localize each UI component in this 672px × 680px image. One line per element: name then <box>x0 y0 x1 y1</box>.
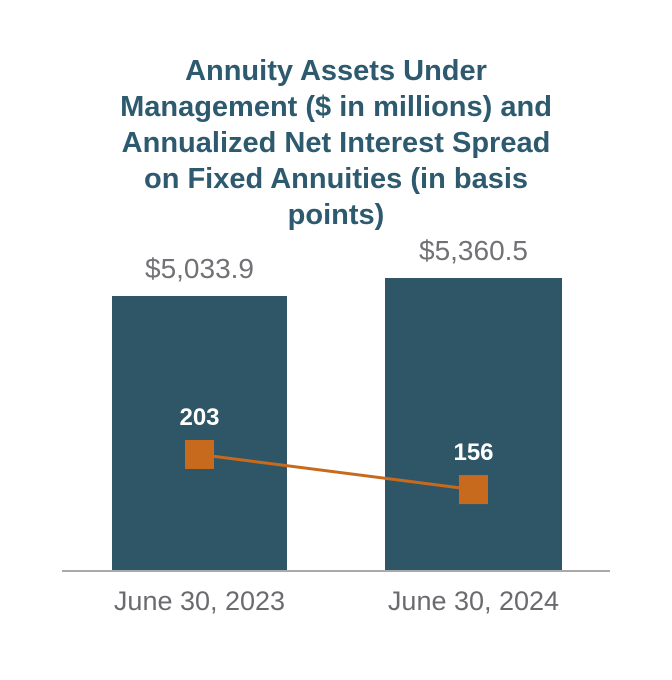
bar-june-2023 <box>112 296 287 571</box>
chart-title-line-3: Annualized Net Interest Spread <box>121 127 551 159</box>
x-axis-label-2023: June 30, 2023 <box>113 586 286 616</box>
x-axis-line <box>62 570 610 572</box>
bar-june-2024 <box>385 278 562 571</box>
chart-title-line-2: Management ($ in millions) and <box>120 91 552 123</box>
spread-value-label-2023: 203 <box>179 404 220 431</box>
x-axis-label-2024: June 30, 2024 <box>387 586 560 616</box>
chart-title-line-4: on Fixed Annuities (in basis <box>143 163 529 195</box>
chart-title: Annuity Assets Under Management ($ in mi… <box>0 53 672 233</box>
bar-value-label-2024: $5,360.5 <box>419 235 528 266</box>
chart-title-line-1: Annuity Assets Under <box>185 55 487 87</box>
spread-value-label-2024: 156 <box>453 439 494 467</box>
bar-value-label-2023: $5,033.9 <box>145 253 254 284</box>
chart-title-line-5: points) <box>287 199 385 231</box>
